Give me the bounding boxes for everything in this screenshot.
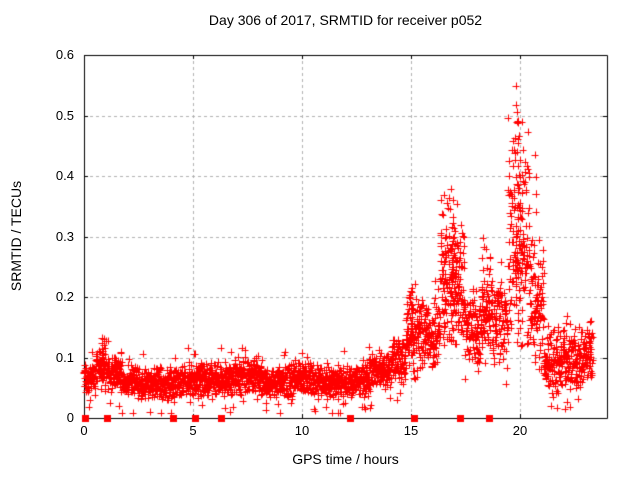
x-tick-label: 5 [189,423,197,438]
x-tick-label: 10 [294,423,310,438]
x-axis-label: GPS time / hours [292,451,399,467]
y-tick-label: 0.6 [55,47,74,62]
y-tick-label: 0.2 [55,289,74,304]
y-tick-label: 0.1 [55,350,74,365]
y-tick-label: 0.5 [55,108,74,123]
x-tick-label: 0 [80,423,88,438]
y-tick-label: 0 [66,410,74,425]
chart-title: Day 306 of 2017, SRMTID for receiver p05… [208,12,483,28]
y-tick-label: 0.4 [55,168,74,183]
x-tick-label: 20 [512,423,528,438]
y-tick-label: 0.3 [55,229,74,244]
x-tick-label: 15 [403,423,419,438]
